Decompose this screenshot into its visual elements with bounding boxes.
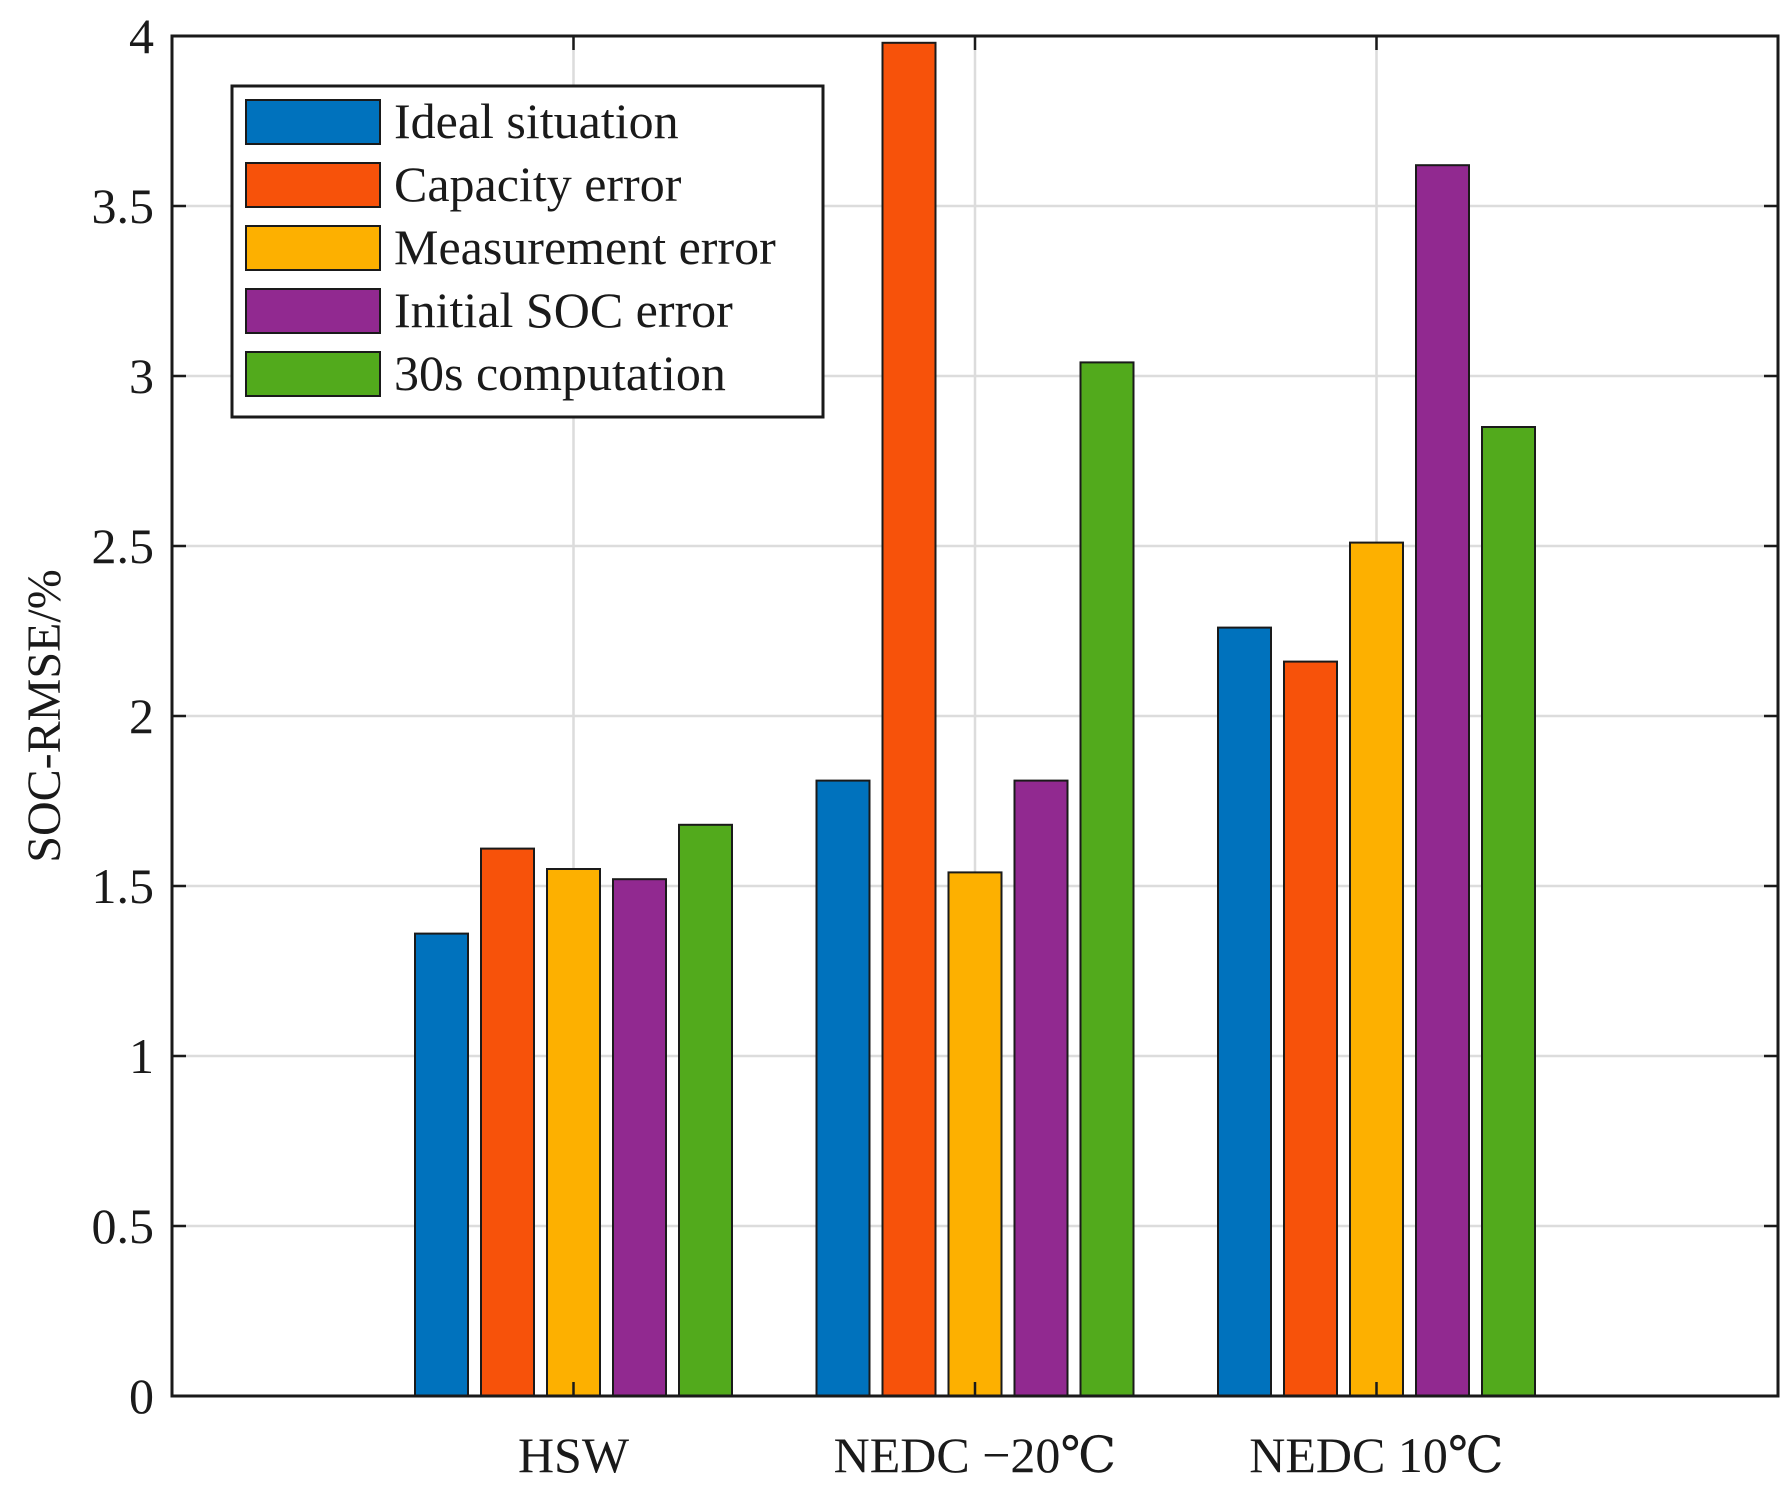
legend-swatch	[245, 99, 381, 145]
y-tick-labels: 0 0.5 1 1.5 2 2.5 3 3.5 4	[92, 8, 155, 1424]
y-tick-label: 2.5	[92, 518, 155, 574]
x-tick-labels: HSW NEDC −20℃ NEDC 10℃	[518, 1427, 1504, 1483]
legend-label: Measurement error	[394, 219, 776, 275]
bar-5-2	[1079, 361, 1135, 1397]
legend-label: 30s computation	[394, 345, 726, 401]
bar-1-1	[414, 932, 469, 1397]
y-tick-label: 1.5	[92, 858, 155, 914]
legend: Ideal situation Capacity error Measurement…	[230, 84, 825, 419]
bar-2-2	[881, 41, 937, 1397]
bar-3-1	[546, 868, 601, 1397]
bar-2-1	[480, 847, 535, 1397]
bar-1-3	[1217, 626, 1272, 1397]
legend-swatch	[245, 225, 381, 271]
legend-swatch	[245, 288, 381, 334]
bar-5-3	[1481, 426, 1536, 1397]
y-tick-label: 0	[129, 1368, 154, 1424]
bar-4-2	[1013, 779, 1069, 1397]
y-tick-label: 1	[129, 1028, 154, 1084]
legend-swatch	[245, 351, 381, 397]
y-tick-label: 2	[129, 688, 154, 744]
x-tick-label: NEDC −20℃	[834, 1427, 1117, 1483]
bars	[414, 41, 1536, 1398]
bar-1-2	[815, 779, 871, 1397]
y-tick-label: 0.5	[92, 1198, 155, 1254]
legend-label: Capacity error	[394, 156, 682, 212]
y-axis-title: SOC-RMSE/%	[18, 569, 71, 862]
x-tick-label: HSW	[518, 1427, 630, 1483]
legend-swatch	[245, 162, 381, 208]
y-tick-label: 4	[129, 8, 154, 64]
y-tick-label: 3	[129, 348, 154, 404]
bar-3-2	[947, 871, 1003, 1397]
bar-4-3	[1415, 164, 1470, 1398]
y-tick-label: 3.5	[92, 178, 155, 234]
legend-label: Ideal situation	[394, 93, 679, 149]
bar-3-3	[1349, 541, 1404, 1397]
bar-2-3	[1283, 660, 1338, 1397]
bar-4-1	[612, 878, 667, 1397]
bar-5-1	[678, 823, 733, 1397]
axis-ticks	[172, 34, 1778, 1398]
legend-label: Initial SOC error	[394, 282, 733, 338]
x-tick-label: NEDC 10℃	[1249, 1427, 1504, 1483]
